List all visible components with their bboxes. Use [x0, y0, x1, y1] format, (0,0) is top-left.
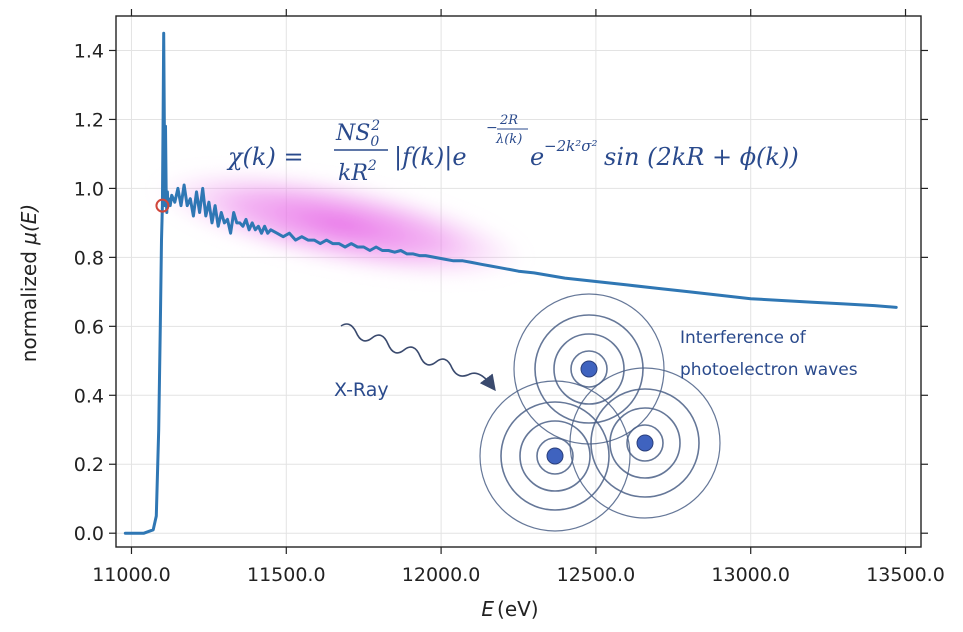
ring-right-1 [609, 407, 681, 479]
y-tick-label-2: 0.4 [74, 385, 104, 407]
formula-exp2: −2k²σ² [544, 137, 597, 155]
formula-num-sup: 2 [370, 118, 380, 134]
series-layer [123, 31, 898, 535]
x-axis-label: E (eV) [481, 597, 538, 621]
interference-rings [479, 293, 721, 532]
y-axis-symbol: μ(E) [17, 204, 41, 246]
plot-frame [115, 15, 922, 548]
ring-left-2 [500, 401, 610, 511]
ring-left-3 [479, 380, 631, 532]
highlight-glow [153, 169, 527, 279]
y-tick-label-7: 1.4 [74, 40, 104, 62]
x-axis-unit: (eV) [497, 597, 539, 621]
xray-wave-arrow [340, 323, 496, 392]
y-tick-label-0: 0.0 [74, 523, 104, 545]
ring-right-2 [590, 388, 700, 498]
interference-label-line2: photoelectron waves [680, 360, 858, 380]
y-axis-label: normalized μ(E) [17, 204, 41, 362]
y-tick-label-3: 0.6 [74, 316, 104, 338]
y-tick-label-6: 1.2 [74, 109, 104, 131]
xray-label: X-Ray [334, 379, 389, 401]
formula-numerator: NS02 [335, 118, 380, 150]
grid [116, 16, 921, 547]
x-tick-label-5: 13500.0 [866, 564, 945, 586]
x-tick-label-1: 11500.0 [247, 564, 326, 586]
y-axis-prefix: normalized [17, 245, 41, 363]
edge-marker [155, 198, 170, 213]
ring-left-0 [536, 437, 574, 475]
x-tick-label-2: 12000.0 [402, 564, 481, 586]
y-tick-label-5: 1.0 [74, 178, 104, 200]
ring-top-2 [534, 314, 644, 424]
formula-amplitude: |f(k)|e [394, 143, 467, 172]
x-tick-label-4: 13000.0 [711, 564, 790, 586]
y-tick-label-1: 0.2 [74, 454, 104, 476]
exafs-region-glow [153, 169, 527, 279]
ring-left-1 [519, 420, 591, 492]
atom-dot-left [546, 447, 564, 465]
formula-denominator: kR2 [338, 158, 377, 186]
formula-e2: e [530, 143, 544, 171]
y-tick-labels: 0.0 0.2 0.4 0.6 0.8 1.0 1.2 1.4 [74, 40, 104, 545]
ring-top-1 [553, 333, 625, 405]
exafs-formula: χ(k) = NS02 kR2 |f(k)|e − 2R λ(k) e −2k²… [226, 113, 799, 186]
ring-right-3 [569, 367, 721, 519]
formula-exp1-num: 2R [499, 113, 518, 128]
y-tick-label-4: 0.8 [74, 247, 104, 269]
x-tick-label-0: 11000.0 [92, 564, 171, 586]
x-tick-label-3: 12500.0 [557, 564, 636, 586]
formula-exp1: − [486, 120, 498, 136]
x-axis-symbol: E [481, 597, 494, 621]
formula-num-sub: 0 [370, 134, 379, 150]
ring-right-0 [626, 424, 664, 462]
x-tick-labels: 11000.0 11500.0 12000.0 12500.0 13000.0 13500… [92, 564, 945, 586]
formula-lhs: χ(k) = [226, 143, 304, 171]
atom-dot-right [636, 434, 654, 452]
formula-den-sup: 2 [367, 158, 377, 174]
ticks [109, 9, 928, 554]
ring-top-0 [570, 350, 608, 388]
interference-label-line1: Interference of [680, 328, 807, 348]
series-line-0 [123, 31, 898, 535]
formula-sine: sin (2kR + ϕ(k)) [604, 143, 799, 171]
atom-dot-top [580, 360, 598, 378]
ring-top-3 [513, 293, 665, 445]
formula-exp1-den: λ(k) [495, 132, 522, 147]
